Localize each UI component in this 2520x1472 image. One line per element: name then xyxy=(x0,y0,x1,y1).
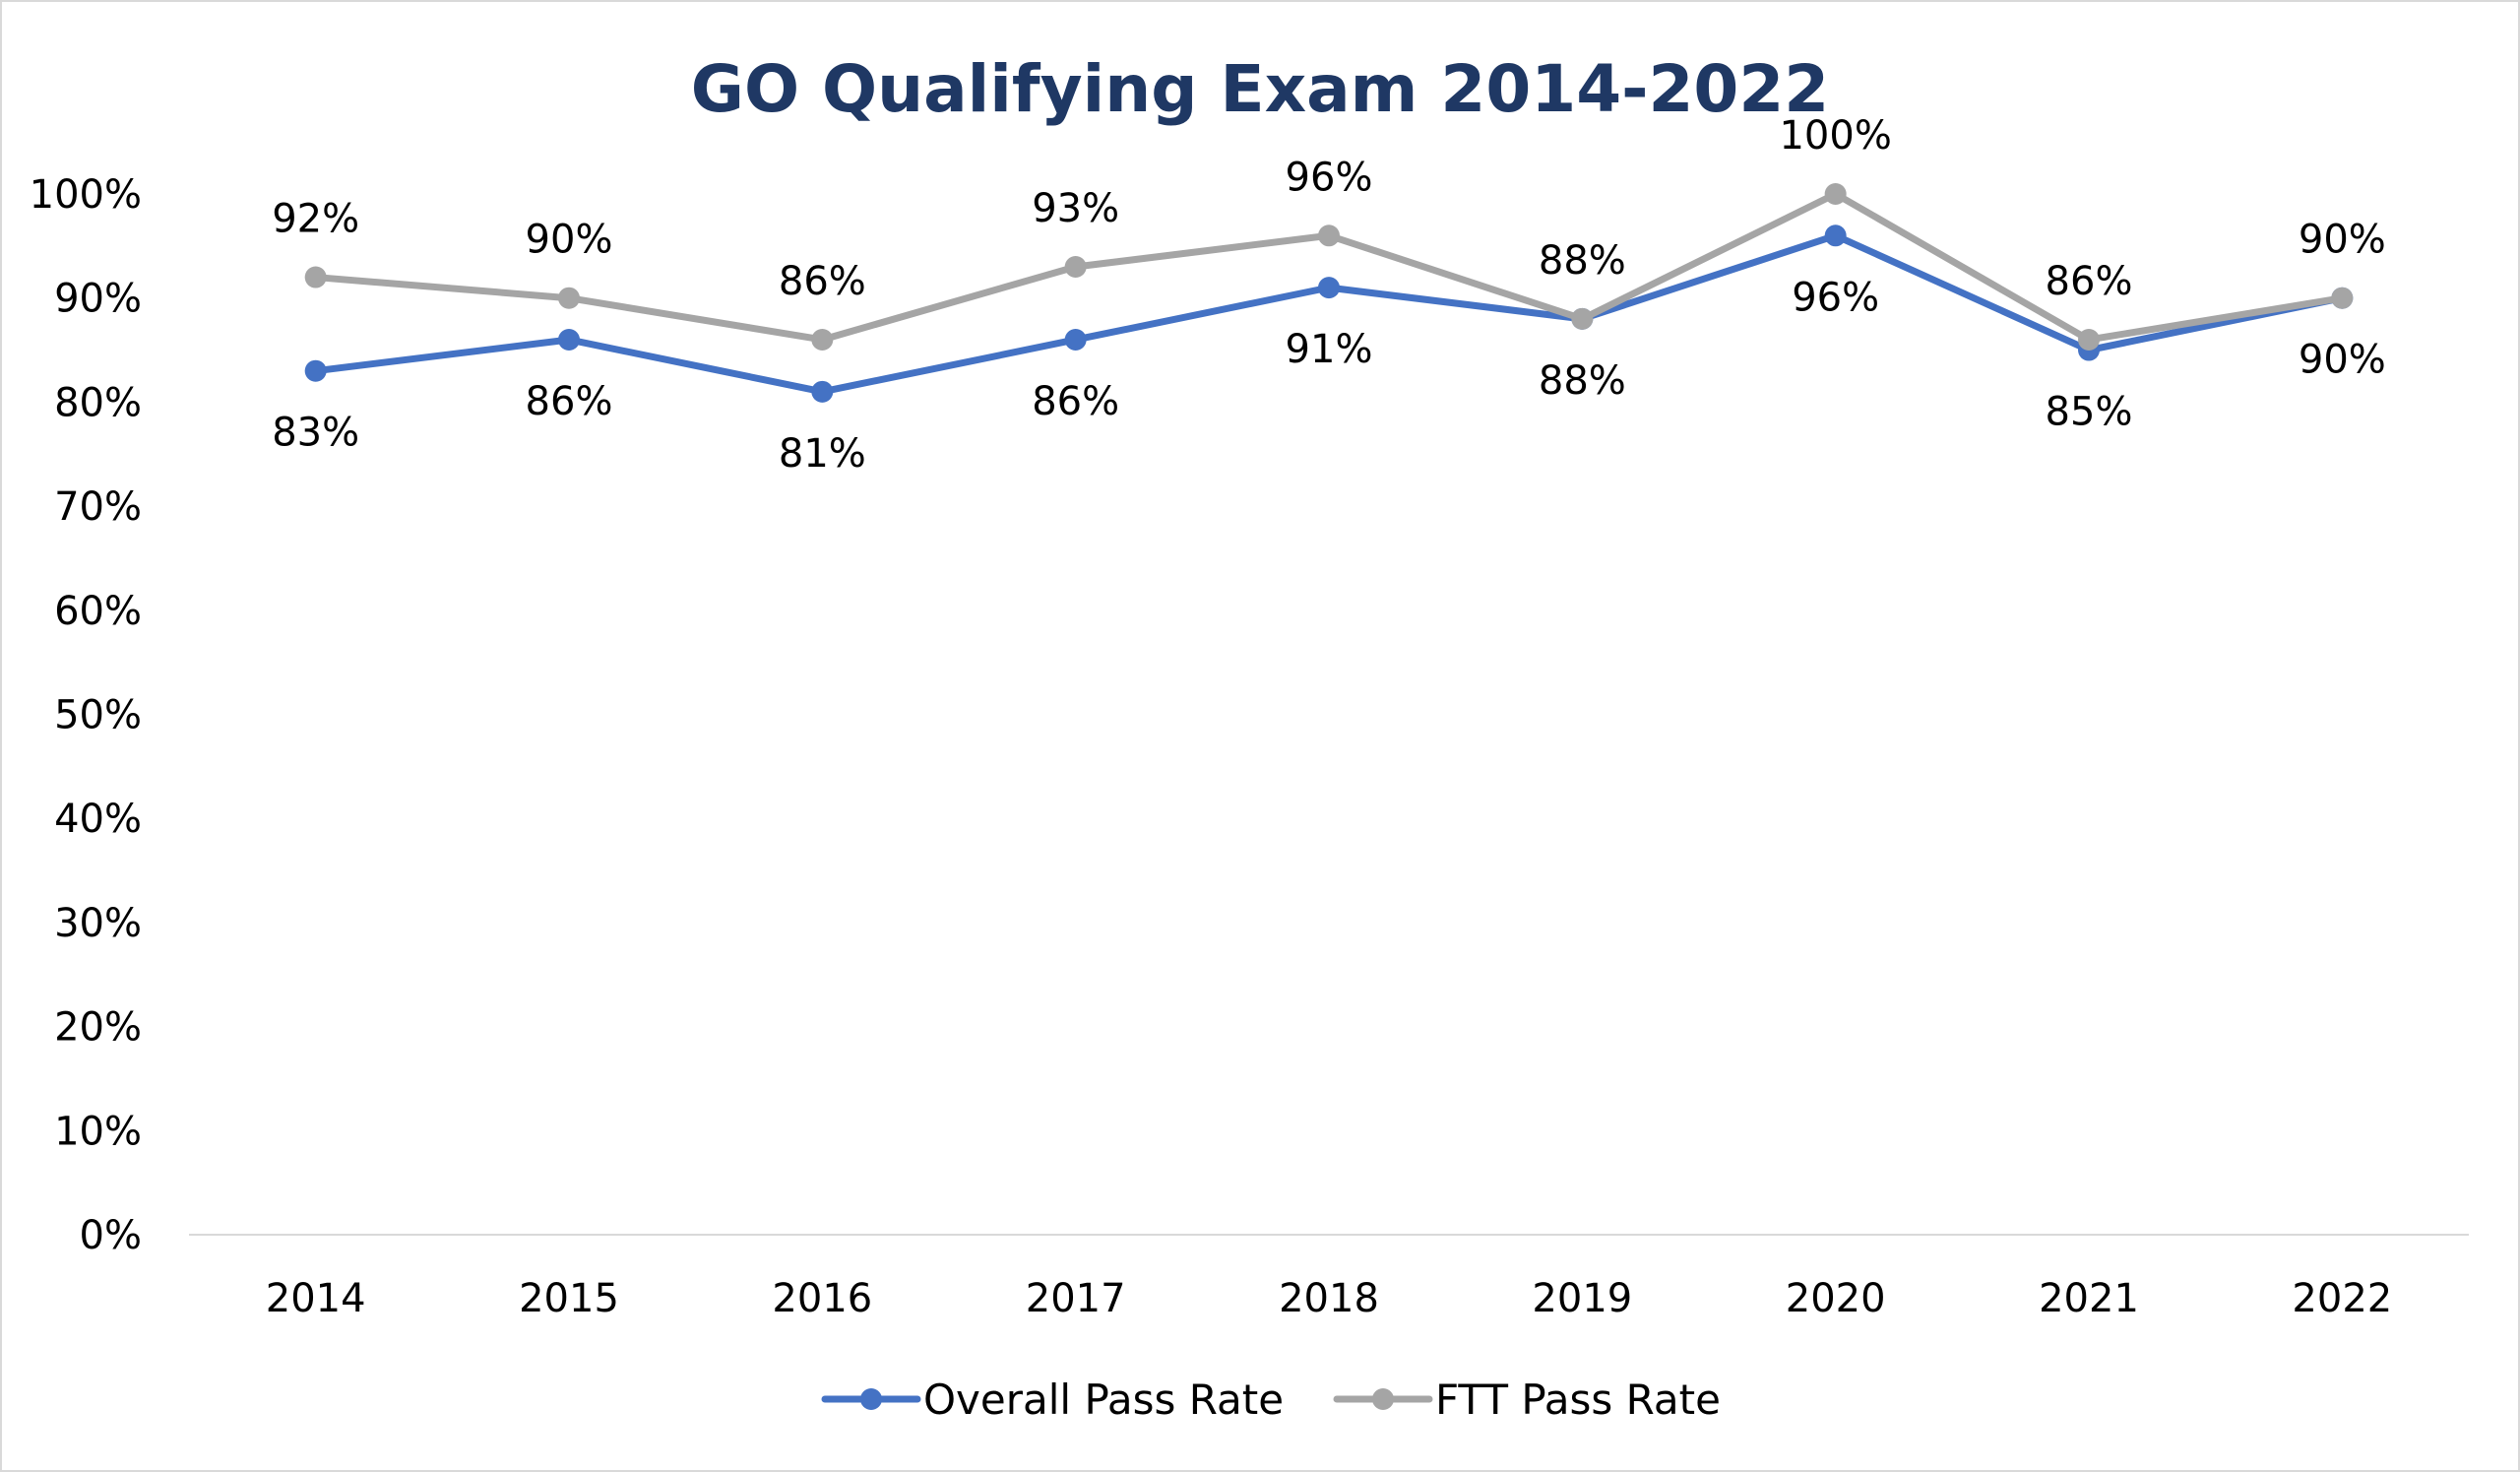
data-label: 96% xyxy=(1286,155,1373,200)
data-label: 92% xyxy=(272,197,359,242)
y-tick-label: 40% xyxy=(54,797,142,842)
data-label: 86% xyxy=(779,259,866,304)
y-tick-label: 0% xyxy=(80,1213,142,1258)
data-point xyxy=(558,287,580,309)
data-label: 93% xyxy=(1032,186,1119,231)
series-line xyxy=(312,190,2346,344)
x-tick-label: 2017 xyxy=(1026,1276,1126,1321)
y-tick-label: 100% xyxy=(30,172,142,218)
data-label: 86% xyxy=(2046,259,2133,304)
data-point xyxy=(811,380,834,403)
data-label: 85% xyxy=(2046,390,2133,435)
data-labels: 83% 86% 81% 86% 91% 88% 96% 85% 90% 92% 90% 86% 93% 9… xyxy=(272,113,2386,477)
legend: Overall Pass Rate FTT Pass Rate xyxy=(821,1376,1721,1424)
x-tick-label: 2015 xyxy=(519,1276,619,1321)
legend-label: Overall Pass Rate xyxy=(923,1376,1284,1424)
data-label: 90% xyxy=(526,218,613,263)
data-label: 88% xyxy=(1539,358,1626,404)
x-tick-label: 2020 xyxy=(1786,1276,1886,1321)
data-point xyxy=(304,359,327,382)
data-point xyxy=(1064,328,1087,351)
data-label: 86% xyxy=(1032,379,1119,424)
x-tick-label: 2019 xyxy=(1532,1276,1632,1321)
data-label: 90% xyxy=(2299,218,2386,263)
y-axis: 0% 10% 20% 30% 40% 50% 60% 70% 80% 90% 100% xyxy=(30,172,142,1258)
y-tick-label: 10% xyxy=(54,1109,142,1154)
chart-title: GO Qualifying Exam 2014-2022 xyxy=(691,51,1829,127)
legend-label: FTT Pass Rate xyxy=(1435,1376,1721,1424)
data-point xyxy=(1064,255,1087,278)
data-label: 81% xyxy=(779,431,866,477)
x-tick-label: 2018 xyxy=(1279,1276,1379,1321)
x-tick-label: 2022 xyxy=(2292,1276,2392,1321)
data-label: 88% xyxy=(1539,238,1626,284)
x-axis: 2014 2015 2016 2017 2018 2019 2020 2021 2022 xyxy=(266,1276,2392,1321)
data-point xyxy=(811,328,834,351)
data-label: 91% xyxy=(1286,327,1373,372)
data-point xyxy=(1571,307,1594,330)
data-point xyxy=(2078,328,2100,351)
data-point xyxy=(2331,287,2354,309)
x-tick-label: 2021 xyxy=(2039,1276,2139,1321)
y-tick-label: 70% xyxy=(54,484,142,530)
data-label: 90% xyxy=(2299,338,2386,383)
x-tick-label: 2016 xyxy=(772,1276,872,1321)
y-tick-label: 80% xyxy=(54,380,142,425)
legend-swatch-marker xyxy=(860,1388,882,1410)
data-point xyxy=(1824,224,1847,247)
data-label: 100% xyxy=(1779,113,1891,159)
data-point xyxy=(558,328,580,351)
x-tick-label: 2014 xyxy=(266,1276,366,1321)
y-tick-label: 30% xyxy=(54,901,142,946)
data-point xyxy=(304,266,327,288)
y-tick-label: 50% xyxy=(54,693,142,738)
data-point xyxy=(1824,183,1847,205)
data-label: 86% xyxy=(526,379,613,424)
y-tick-label: 60% xyxy=(54,589,142,634)
series-layer xyxy=(304,183,2354,403)
data-label: 83% xyxy=(272,411,359,456)
y-tick-label: 90% xyxy=(54,277,142,322)
data-point xyxy=(1318,277,1340,299)
y-tick-label: 20% xyxy=(54,1005,142,1051)
data-label: 96% xyxy=(1792,275,1879,320)
legend-swatch-marker xyxy=(1372,1388,1394,1410)
data-point xyxy=(1318,224,1340,247)
